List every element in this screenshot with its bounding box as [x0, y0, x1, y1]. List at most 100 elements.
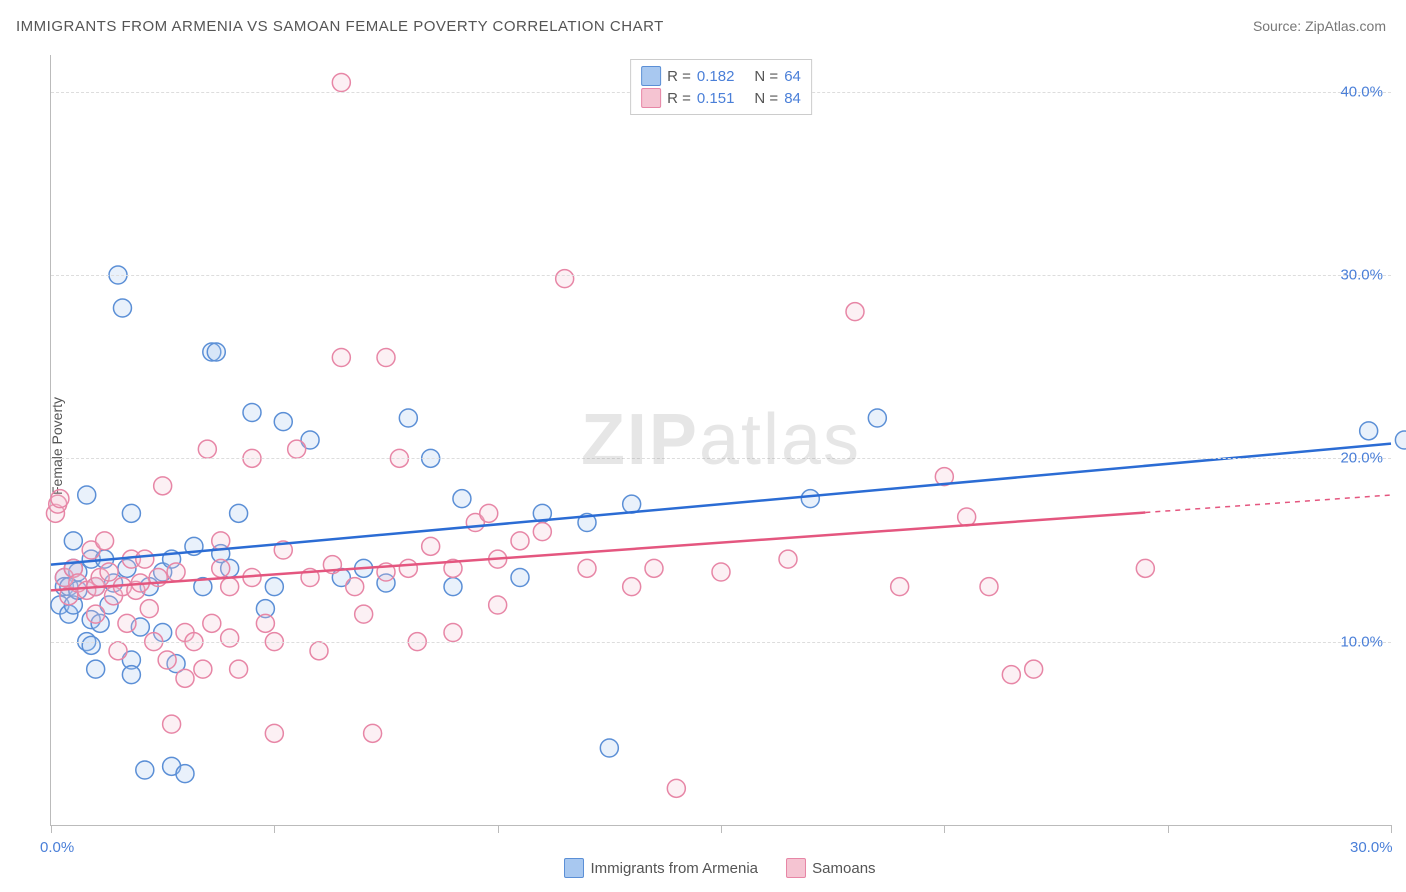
data-point — [140, 600, 158, 618]
n-label-1: N = — [754, 68, 778, 85]
data-point — [212, 532, 230, 550]
data-point — [288, 440, 306, 458]
data-point — [122, 666, 140, 684]
data-point — [176, 765, 194, 783]
trend-line-extrapolated — [1145, 495, 1391, 512]
data-point — [578, 559, 596, 577]
data-point — [203, 614, 221, 632]
data-point — [194, 660, 212, 678]
stats-row-series1: R = 0.182 N = 64 — [641, 66, 801, 86]
data-point — [779, 550, 797, 568]
data-point — [645, 559, 663, 577]
data-point — [533, 523, 551, 541]
data-point — [399, 559, 417, 577]
xtick — [274, 825, 275, 833]
gridline — [51, 275, 1391, 276]
data-point — [868, 409, 886, 427]
ytick-label: 30.0% — [1340, 267, 1383, 284]
data-point — [207, 343, 225, 361]
data-point — [118, 614, 136, 632]
data-point — [511, 532, 529, 550]
r-value-2: 0.151 — [697, 90, 735, 107]
data-point — [113, 299, 131, 317]
data-point — [1002, 666, 1020, 684]
r-label-1: R = — [667, 68, 691, 85]
data-point — [958, 508, 976, 526]
gridline — [51, 642, 1391, 643]
data-point — [221, 578, 239, 596]
data-point — [96, 532, 114, 550]
data-point — [346, 578, 364, 596]
series-legend: Immigrants from Armenia Samoans — [50, 858, 1390, 882]
data-point — [154, 477, 172, 495]
data-point — [377, 349, 395, 367]
data-point — [801, 490, 819, 508]
swatch-series1 — [641, 66, 661, 86]
r-value-1: 0.182 — [697, 68, 735, 85]
data-point — [355, 605, 373, 623]
ytick-label: 20.0% — [1340, 450, 1383, 467]
data-point — [453, 490, 471, 508]
data-point — [332, 74, 350, 92]
data-point — [489, 596, 507, 614]
legend-swatch-1 — [564, 858, 584, 878]
data-point — [78, 486, 96, 504]
legend-label-1: Immigrants from Armenia — [590, 860, 758, 877]
xtick — [51, 825, 52, 833]
data-point — [163, 715, 181, 733]
xtick-label-max: 30.0% — [1350, 839, 1393, 856]
data-point — [230, 660, 248, 678]
data-point — [364, 724, 382, 742]
data-point — [122, 504, 140, 522]
legend-label-2: Samoans — [812, 860, 875, 877]
swatch-series2 — [641, 88, 661, 108]
chart-title: IMMIGRANTS FROM ARMENIA VS SAMOAN FEMALE… — [16, 18, 664, 35]
ytick-label: 40.0% — [1340, 83, 1383, 100]
data-point — [212, 559, 230, 577]
data-point — [623, 578, 641, 596]
data-point — [265, 578, 283, 596]
stats-row-series2: R = 0.151 N = 84 — [641, 88, 801, 108]
data-point — [1395, 431, 1406, 449]
data-point — [332, 349, 350, 367]
gridline — [51, 458, 1391, 459]
data-point — [136, 761, 154, 779]
data-point — [712, 563, 730, 581]
source-attribution: Source: ZipAtlas.com — [1253, 18, 1386, 34]
legend-item-2: Samoans — [786, 858, 875, 878]
data-point — [221, 629, 239, 647]
data-point — [1136, 559, 1154, 577]
stats-legend: R = 0.182 N = 64 R = 0.151 N = 84 — [630, 59, 812, 115]
data-point — [176, 669, 194, 687]
legend-swatch-2 — [786, 858, 806, 878]
data-point — [1360, 422, 1378, 440]
data-point — [100, 563, 118, 581]
data-point — [1025, 660, 1043, 678]
data-point — [64, 532, 82, 550]
data-point — [82, 636, 100, 654]
n-label-2: N = — [754, 90, 778, 107]
data-point — [274, 413, 292, 431]
data-point — [230, 504, 248, 522]
data-point — [167, 563, 185, 581]
data-point — [87, 605, 105, 623]
data-point — [667, 779, 685, 797]
xtick — [944, 825, 945, 833]
data-point — [87, 660, 105, 678]
data-point — [480, 504, 498, 522]
r-label-2: R = — [667, 90, 691, 107]
xtick — [498, 825, 499, 833]
scatter-chart: R = 0.182 N = 64 R = 0.151 N = 84 ZIPatl… — [50, 55, 1391, 826]
data-point — [399, 409, 417, 427]
xtick — [1391, 825, 1392, 833]
data-point — [511, 569, 529, 587]
data-point — [136, 550, 154, 568]
data-point — [444, 578, 462, 596]
xtick-label-min: 0.0% — [40, 839, 74, 880]
plot-svg — [51, 55, 1391, 825]
data-point — [980, 578, 998, 596]
data-point — [891, 578, 909, 596]
data-point — [51, 490, 69, 508]
data-point — [422, 537, 440, 555]
ytick-label: 10.0% — [1340, 633, 1383, 650]
